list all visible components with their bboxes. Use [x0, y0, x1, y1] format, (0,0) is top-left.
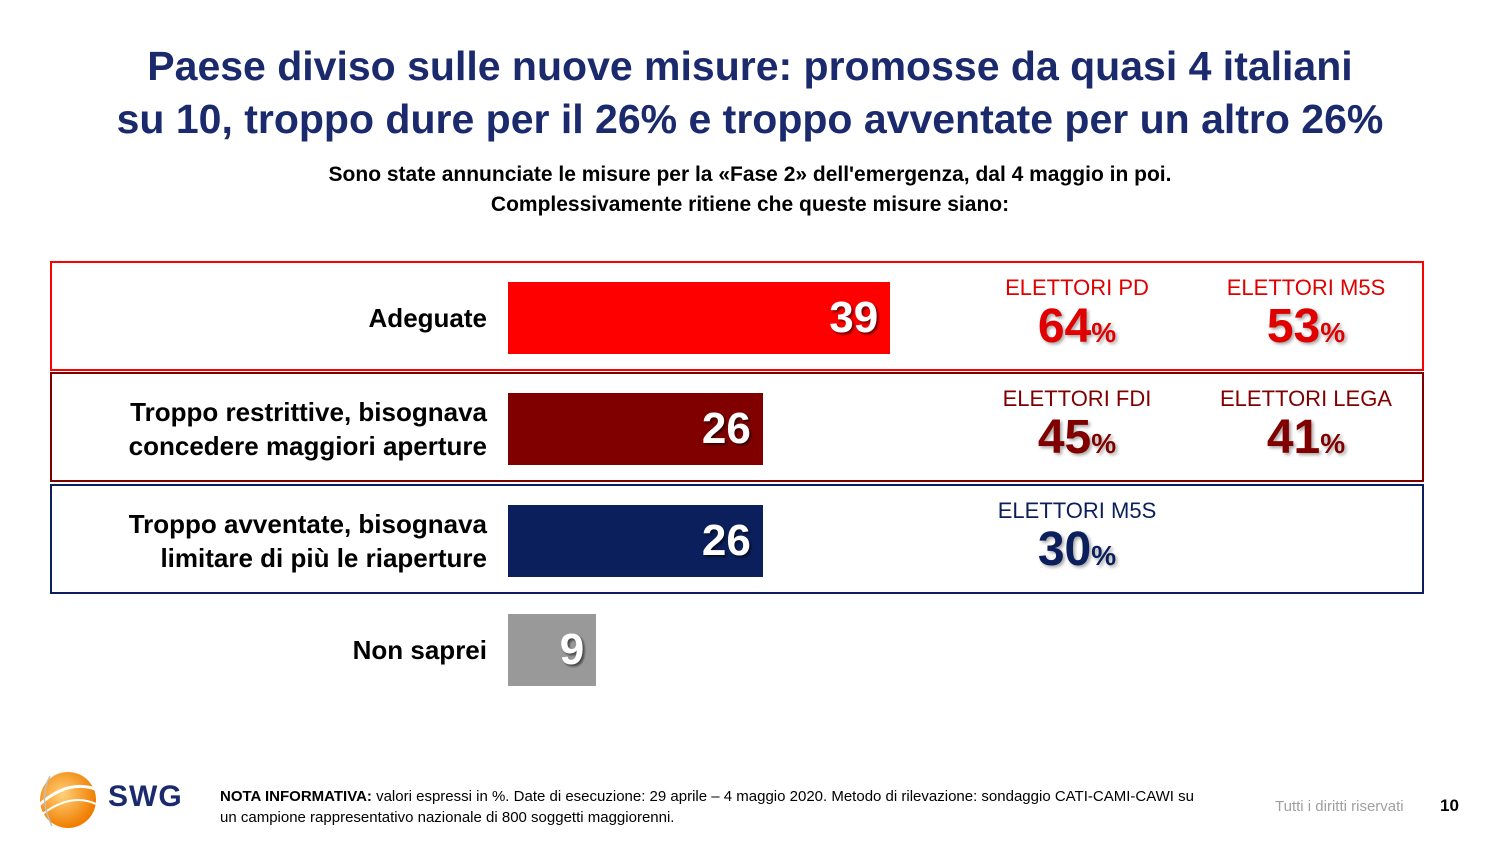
- title-line-2: su 10, troppo dure per il 26% e troppo a…: [116, 96, 1384, 142]
- voter-group-value: 41%: [1196, 412, 1416, 470]
- voter-group-number: 53: [1266, 300, 1321, 353]
- percent-sign: %: [1320, 317, 1346, 348]
- voter-group-label: ELETTORI LEGA: [1220, 386, 1392, 411]
- voter-group-label: ELETTORI PD: [1005, 275, 1149, 300]
- voter-group-value: 64%: [967, 301, 1187, 359]
- bar-value-label: 39: [829, 293, 879, 342]
- voter-group-label: ELETTORI M5S: [1226, 275, 1386, 300]
- bar: 9: [508, 614, 597, 686]
- swg-logo-icon: [36, 772, 99, 828]
- highlight-box: [50, 372, 1424, 482]
- page-title: Paese diviso sulle nuove misure: promoss…: [0, 40, 1500, 146]
- voter-group-number: 41: [1266, 411, 1321, 464]
- bar-value-label: 26: [701, 404, 751, 453]
- bar: 26: [508, 505, 763, 577]
- category-label-line: Adeguate: [368, 303, 487, 333]
- question-line-1: Sono state annunciate le misure per la «…: [328, 163, 1172, 186]
- category-label: Troppo restrittive, bisognava concedere m…: [27, 395, 487, 463]
- bar-value-label: 26: [701, 516, 751, 565]
- category-label-line: limitare di più le riaperture: [160, 543, 487, 573]
- percent-sign: %: [1091, 317, 1117, 348]
- voter-group-value: 53%: [1196, 301, 1416, 359]
- voter-group: ELETTORI LEGA 41%: [1196, 386, 1416, 470]
- percent-sign: %: [1091, 428, 1117, 459]
- footnote-label: NOTA INFORMATIVA:: [220, 788, 372, 805]
- bar-value-label: 9: [559, 625, 585, 674]
- question-text: Sono state annunciate le misure per la «…: [0, 160, 1500, 220]
- voter-group-number: 64: [1037, 300, 1092, 353]
- highlight-box: [50, 484, 1424, 594]
- logo-text: SWG: [108, 780, 183, 813]
- voter-group: ELETTORI M5S 30%: [967, 498, 1187, 582]
- voter-group-value: 45%: [967, 412, 1187, 470]
- percent-sign: %: [1320, 428, 1346, 459]
- category-label: Adeguate: [27, 301, 487, 335]
- category-label-line: concedere maggiori aperture: [128, 431, 487, 461]
- bar: 26: [508, 393, 763, 465]
- title-line-1: Paese diviso sulle nuove misure: promoss…: [147, 43, 1353, 89]
- bar: 39: [508, 282, 891, 354]
- category-label-line: Troppo avventate, bisognava: [128, 509, 487, 539]
- category-label-line: Non saprei: [352, 635, 487, 665]
- voter-group-number: 45: [1037, 411, 1092, 464]
- footnote: NOTA INFORMATIVA: valori espressi in %. …: [220, 786, 1210, 828]
- voter-group-number: 30: [1037, 523, 1092, 576]
- percent-sign: %: [1091, 540, 1117, 571]
- footnote-text: valori espressi in %. Date di esecuzione…: [220, 788, 1194, 826]
- voter-group-label: ELETTORI FDI: [1002, 386, 1152, 411]
- voter-group-value: 30%: [967, 524, 1187, 582]
- category-label: Non saprei: [27, 633, 487, 667]
- rights-text: Tutti i diritti riservati: [1275, 798, 1404, 815]
- category-label-line: Troppo restrittive, bisognava: [130, 397, 487, 427]
- question-line-2: Complessivamente ritiene che queste misu…: [490, 193, 1010, 216]
- voter-group: ELETTORI M5S 53%: [1196, 275, 1416, 359]
- voter-group: ELETTORI PD 64%: [967, 275, 1187, 359]
- voter-group-label: ELETTORI M5S: [997, 498, 1157, 523]
- page-number: 10: [1440, 796, 1459, 815]
- category-label: Troppo avventate, bisognava limitare di p…: [27, 507, 487, 575]
- highlight-box: [50, 261, 1424, 371]
- voter-group: ELETTORI FDI 45%: [967, 386, 1187, 470]
